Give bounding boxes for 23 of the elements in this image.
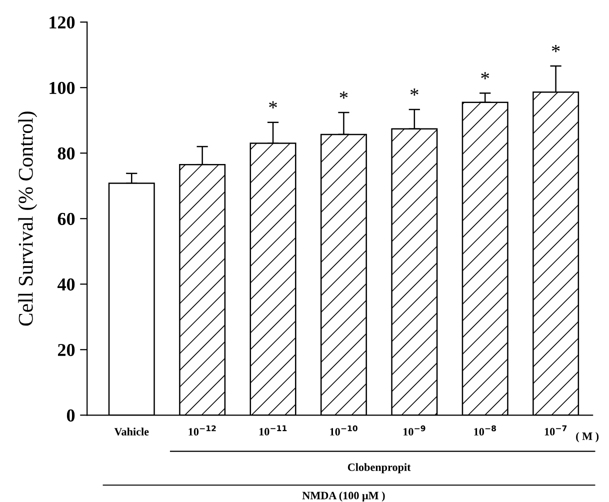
annotation: * — [410, 88, 418, 96]
annotation: * — [481, 72, 490, 80]
text: ( M ) — [576, 432, 599, 442]
y-tick-label: 60 — [58, 212, 75, 226]
y-tick-label: 20 — [58, 344, 75, 356]
x-tick-label: 10$^{−12}$ — [188, 425, 216, 436]
y-tick-label: 120 — [50, 16, 75, 29]
y-tick-label: 40 — [57, 278, 75, 291]
x-tick-label: 10$^{−11}$ — [259, 425, 287, 436]
x-tick-label: 10$^{−7}$ — [544, 425, 567, 436]
text: NMDA (100 μM ) — [302, 491, 385, 502]
x-tick-label: Vahicle — [114, 428, 149, 436]
y-tick-label: 80 — [58, 147, 75, 160]
y-tick-label: 100 — [50, 82, 75, 94]
x-tick-label: 10$^{−8}$ — [474, 425, 496, 436]
annotation: * — [340, 91, 348, 99]
x-tick-label: 10$^{−10}$ — [330, 425, 358, 436]
y-tick-label: 0 — [66, 409, 75, 422]
x-tick-label: 10$^{−9}$ — [404, 425, 426, 436]
text: Clobenpropit — [348, 463, 411, 474]
annotation: * — [269, 101, 277, 108]
y-axis-title: Cell Survival (% Control) — [18, 112, 38, 326]
annotation: * — [552, 44, 560, 52]
